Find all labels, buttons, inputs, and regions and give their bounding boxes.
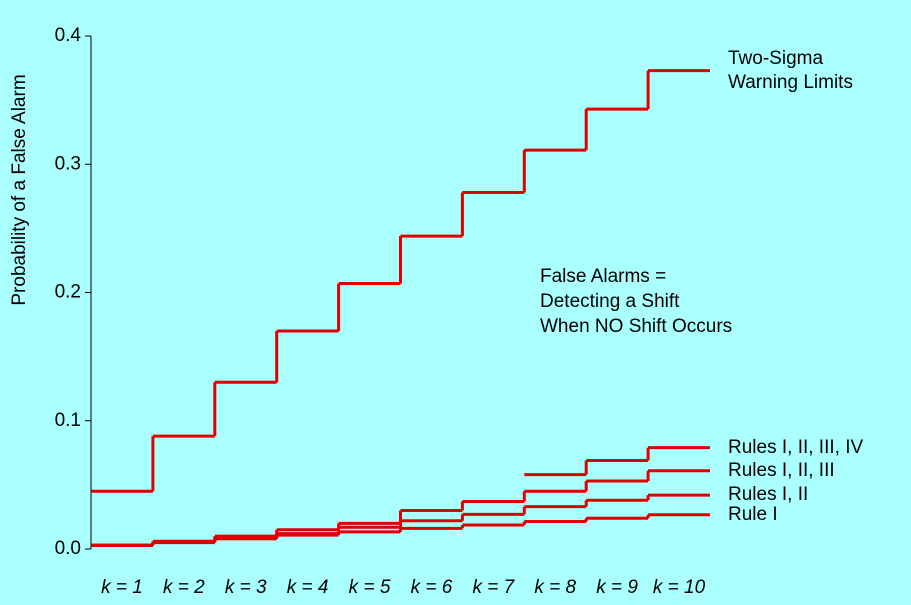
y-tick-label: 0.4 bbox=[55, 25, 82, 46]
y-axis-title: Probability of a False Alarm bbox=[9, 74, 30, 305]
y-tick-label: 0.3 bbox=[55, 153, 81, 174]
series-label: Rules I, II, III bbox=[728, 459, 835, 481]
x-tick-label: k = 4 bbox=[287, 577, 329, 598]
x-tick-label: k = 8 bbox=[534, 577, 576, 598]
y-tick-label: 0.0 bbox=[55, 538, 81, 559]
x-tick-label: k = 3 bbox=[225, 577, 267, 598]
x-tick-label: k = 9 bbox=[596, 577, 638, 598]
annotation: Detecting a Shift bbox=[540, 291, 680, 312]
x-tick-label: k = 1 bbox=[101, 577, 143, 598]
annotation: When NO Shift Occurs bbox=[540, 316, 732, 337]
series-label: Rules I, II bbox=[728, 484, 809, 506]
y-tick-label: 0.1 bbox=[55, 410, 81, 431]
x-tick-label: k = 2 bbox=[163, 577, 205, 598]
x-tick-label: k = 10 bbox=[653, 577, 706, 598]
series-label: Two-Sigma Warning Limits bbox=[728, 48, 853, 93]
series-label: Rules I, II, III, IV bbox=[728, 436, 864, 458]
x-tick-label: k = 6 bbox=[411, 577, 453, 598]
annotation: False Alarms = bbox=[540, 266, 666, 287]
y-tick-label: 0.2 bbox=[55, 282, 81, 303]
x-tick-label: k = 7 bbox=[472, 577, 515, 598]
x-tick-label: k = 5 bbox=[349, 577, 391, 598]
series-label: Rule I bbox=[728, 503, 778, 525]
